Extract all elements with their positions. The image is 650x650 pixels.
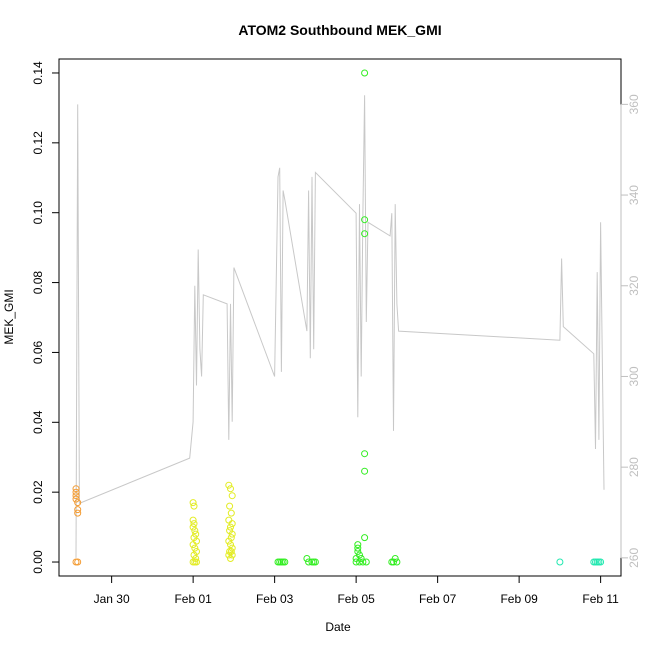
data-point — [361, 230, 369, 238]
data-point — [228, 530, 236, 538]
data-point — [72, 492, 80, 500]
secondary-y-tick-label: 360 — [627, 94, 641, 114]
data-point — [228, 492, 236, 500]
data-point — [227, 509, 235, 517]
data-point — [74, 506, 82, 514]
data-point — [354, 548, 362, 555]
y-tick-label: 0.04 — [31, 410, 45, 434]
data-point — [354, 541, 362, 549]
x-tick-label: Feb 07 — [419, 592, 457, 606]
plot-area-frame — [58, 58, 622, 577]
data-point — [361, 534, 369, 542]
data-point — [191, 527, 199, 535]
secondary-y-tick-label: 260 — [627, 548, 641, 568]
data-point — [362, 558, 370, 566]
data-point — [72, 495, 80, 503]
data-point — [228, 551, 236, 559]
secondary-y-tick-label: 280 — [627, 457, 641, 477]
data-point — [303, 555, 311, 562]
data-point — [227, 541, 234, 549]
secondary-y-axis: 260 280 300 320 340 360 — [620, 94, 641, 568]
data-point — [393, 558, 401, 566]
data-point — [225, 551, 233, 559]
x-tick-label: Feb 03 — [256, 592, 294, 606]
y-tick-label: 0.08 — [31, 271, 45, 295]
data-point — [191, 544, 199, 552]
data-point — [191, 558, 199, 566]
secondary-y-tick-label: 340 — [627, 185, 641, 205]
data-point — [74, 499, 82, 507]
data-point — [189, 541, 197, 549]
data-point — [305, 558, 313, 566]
data-point — [226, 502, 234, 510]
data-point — [72, 485, 80, 493]
data-point — [74, 509, 82, 517]
data-point — [228, 520, 236, 528]
data-point — [311, 558, 319, 566]
data-point — [356, 551, 363, 559]
data-point — [391, 555, 399, 562]
x-axis: Jan 30 Feb 01 Feb 03 Feb 05 Feb 07 Feb 09 Feb … — [94, 575, 619, 606]
data-point — [227, 485, 234, 493]
secondary-y-tick-label: 300 — [627, 366, 641, 386]
x-tick-label: Feb 01 — [174, 592, 212, 606]
y-axis-label: MEK_GMI — [2, 289, 16, 344]
secondary-series-line — [75, 95, 605, 558]
x-tick-label: Feb 09 — [500, 592, 538, 606]
data-point — [597, 558, 605, 566]
data-point — [361, 450, 369, 458]
y-tick-label: 0.06 — [31, 340, 45, 364]
data-point — [390, 558, 397, 566]
y-tick-label: 0.00 — [31, 550, 45, 574]
data-point — [225, 537, 233, 545]
x-tick-label: Feb 11 — [582, 592, 619, 606]
x-tick-label: Feb 05 — [337, 592, 375, 606]
secondary-line-layer — [75, 95, 605, 558]
data-point — [227, 555, 234, 562]
secondary-y-tick-label: 320 — [627, 275, 641, 295]
y-axis: 0.00 0.02 0.04 0.06 0.08 0.10 0.12 0.14 — [31, 61, 60, 574]
data-point — [225, 516, 233, 524]
data-point — [276, 558, 284, 566]
data-point — [192, 530, 200, 538]
y-tick-label: 0.02 — [31, 480, 45, 504]
data-point — [190, 502, 198, 510]
data-point — [354, 544, 362, 552]
data-point — [359, 558, 367, 566]
chart-title: ATOM2 Southbound MEK_GMI — [238, 22, 441, 38]
data-point — [352, 558, 360, 566]
data-point — [361, 467, 369, 475]
data-point — [189, 523, 197, 531]
data-point — [361, 216, 369, 224]
y-tick-label: 0.14 — [31, 61, 45, 85]
data-point — [189, 499, 197, 507]
y-tick-label: 0.12 — [31, 131, 45, 155]
x-tick-label: Jan 30 — [94, 592, 130, 606]
x-axis-label: Date — [325, 620, 351, 634]
data-point — [556, 558, 564, 566]
data-point — [190, 551, 198, 559]
y-tick-label: 0.10 — [31, 201, 45, 225]
data-point — [279, 558, 287, 566]
data-point — [189, 516, 197, 524]
data-point — [225, 481, 233, 489]
data-point — [74, 558, 82, 566]
data-point — [356, 558, 363, 566]
points-layer — [72, 69, 605, 566]
data-point — [361, 69, 369, 77]
data-point — [72, 488, 80, 496]
data-point — [227, 523, 234, 531]
data-point — [357, 555, 365, 562]
data-point — [190, 520, 198, 528]
